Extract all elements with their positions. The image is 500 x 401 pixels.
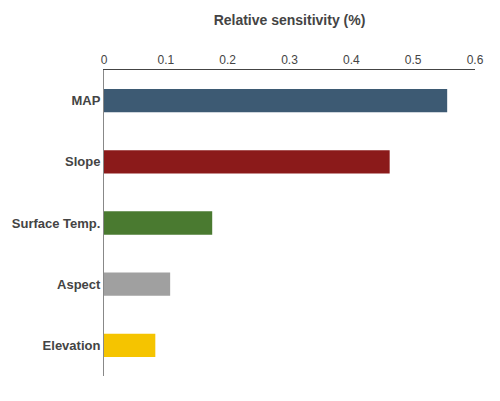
svg-text:0.5: 0.5 — [405, 53, 422, 67]
svg-text:Elevation: Elevation — [43, 338, 101, 353]
svg-text:Relative sensitivity (%): Relative sensitivity (%) — [214, 12, 366, 28]
svg-text:Surface Temp.: Surface Temp. — [12, 216, 101, 231]
svg-text:MAP: MAP — [72, 93, 101, 108]
svg-text:Aspect: Aspect — [57, 277, 101, 292]
svg-text:0: 0 — [101, 53, 108, 67]
svg-text:0.2: 0.2 — [219, 53, 236, 67]
svg-text:0.4: 0.4 — [343, 53, 360, 67]
svg-text:Slope: Slope — [65, 154, 100, 169]
svg-text:0.1: 0.1 — [157, 53, 174, 67]
svg-text:0.3: 0.3 — [281, 53, 298, 67]
svg-text:0.6: 0.6 — [467, 53, 484, 67]
